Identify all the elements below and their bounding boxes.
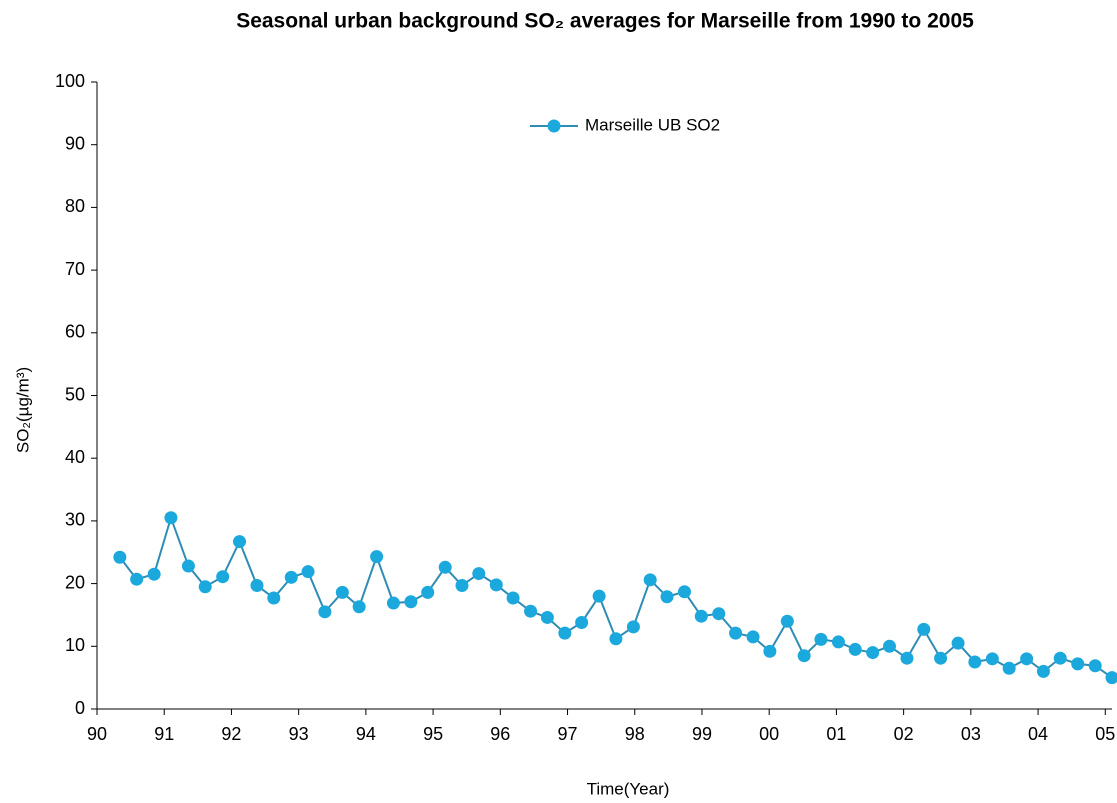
marker: [489, 578, 503, 592]
x-tick-label: 96: [490, 724, 510, 744]
marker: [113, 550, 127, 564]
legend-marker: [547, 119, 561, 133]
marker: [352, 600, 366, 614]
x-tick-label: 05: [1095, 724, 1115, 744]
marker: [797, 649, 811, 663]
x-tick-label: 04: [1028, 724, 1048, 744]
marker: [694, 609, 708, 623]
marker: [318, 605, 332, 619]
x-tick-label: 95: [423, 724, 443, 744]
marker: [883, 639, 897, 653]
marker: [592, 589, 606, 603]
marker: [968, 655, 982, 669]
marker: [626, 620, 640, 634]
marker: [1002, 661, 1016, 675]
marker: [917, 622, 931, 636]
marker: [147, 567, 161, 581]
marker: [1036, 664, 1050, 678]
marker: [540, 610, 554, 624]
marker: [524, 604, 538, 618]
marker: [421, 585, 435, 599]
marker: [386, 596, 400, 610]
marker: [164, 511, 178, 525]
marker: [198, 580, 212, 594]
marker: [763, 644, 777, 658]
x-tick-label: 94: [356, 724, 376, 744]
x-tick-label: 00: [759, 724, 779, 744]
x-tick-label: 99: [692, 724, 712, 744]
marker: [1105, 671, 1117, 685]
marker: [181, 559, 195, 573]
marker: [301, 565, 315, 579]
marker: [1088, 659, 1102, 673]
y-tick-label: 50: [65, 384, 85, 404]
marker: [575, 615, 589, 629]
x-tick-label: 01: [826, 724, 846, 744]
marker: [438, 560, 452, 574]
y-tick-label: 90: [65, 133, 85, 153]
marker: [609, 632, 623, 646]
marker: [814, 632, 828, 646]
marker: [900, 651, 914, 665]
x-tick-label: 02: [894, 724, 914, 744]
marker: [284, 570, 298, 584]
x-tick-label: 90: [87, 724, 107, 744]
marker: [335, 585, 349, 599]
marker: [780, 614, 794, 628]
marker: [558, 626, 572, 640]
marker: [934, 651, 948, 665]
y-tick-label: 20: [65, 572, 85, 592]
y-tick-label: 100: [55, 71, 85, 91]
marker: [370, 550, 384, 564]
x-tick-label: 92: [221, 724, 241, 744]
marker: [506, 591, 520, 605]
x-tick-label: 93: [289, 724, 309, 744]
marker: [1053, 651, 1067, 665]
marker: [729, 626, 743, 640]
y-tick-label: 60: [65, 322, 85, 342]
y-tick-label: 30: [65, 510, 85, 530]
legend-label: Marseille UB SO2: [585, 115, 720, 134]
y-tick-label: 70: [65, 259, 85, 279]
marker: [233, 535, 247, 549]
marker: [643, 573, 657, 587]
marker: [951, 636, 965, 650]
marker: [1071, 657, 1085, 671]
marker: [216, 570, 230, 584]
y-tick-label: 0: [75, 698, 85, 718]
marker: [130, 572, 144, 586]
marker: [746, 630, 760, 644]
marker: [404, 595, 418, 609]
marker: [660, 590, 674, 604]
marker: [1020, 652, 1034, 666]
x-tick-label: 97: [558, 724, 578, 744]
marker: [267, 591, 281, 605]
marker: [848, 642, 862, 656]
y-tick-label: 80: [65, 196, 85, 216]
x-axis-label: Time(Year): [587, 779, 670, 798]
marker: [985, 652, 999, 666]
marker: [866, 646, 880, 660]
chart-title: Seasonal urban background SO₂ averages f…: [236, 10, 974, 33]
x-tick-label: 91: [154, 724, 174, 744]
y-axis-label: SO₂(µg/m³): [13, 367, 32, 453]
x-tick-label: 03: [961, 724, 981, 744]
marker: [455, 578, 469, 592]
marker: [712, 607, 726, 621]
y-tick-label: 40: [65, 447, 85, 467]
marker: [677, 585, 691, 599]
marker: [831, 635, 845, 649]
x-tick-label: 98: [625, 724, 645, 744]
marker: [250, 578, 264, 592]
marker: [472, 567, 486, 581]
y-tick-label: 10: [65, 635, 85, 655]
